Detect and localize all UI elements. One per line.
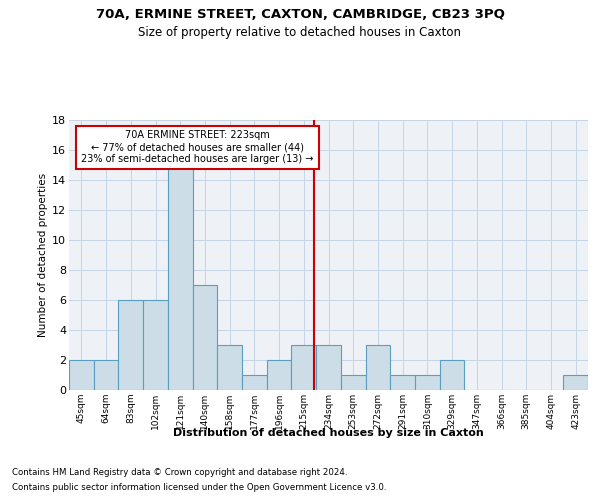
Text: Contains public sector information licensed under the Open Government Licence v3: Contains public sector information licen… <box>12 483 386 492</box>
Bar <box>242 375 267 390</box>
Bar <box>94 360 118 390</box>
Text: 70A ERMINE STREET: 223sqm
← 77% of detached houses are smaller (44)
23% of semi-: 70A ERMINE STREET: 223sqm ← 77% of detac… <box>82 130 314 164</box>
Bar <box>193 285 217 390</box>
Bar <box>168 165 193 390</box>
Bar <box>440 360 464 390</box>
Bar <box>316 345 341 390</box>
Bar <box>267 360 292 390</box>
Bar <box>292 345 316 390</box>
Bar <box>341 375 365 390</box>
Bar <box>69 360 94 390</box>
Y-axis label: Number of detached properties: Number of detached properties <box>38 173 48 337</box>
Text: 70A, ERMINE STREET, CAXTON, CAMBRIDGE, CB23 3PQ: 70A, ERMINE STREET, CAXTON, CAMBRIDGE, C… <box>95 8 505 20</box>
Bar <box>390 375 415 390</box>
Text: Contains HM Land Registry data © Crown copyright and database right 2024.: Contains HM Land Registry data © Crown c… <box>12 468 347 477</box>
Bar <box>143 300 168 390</box>
Bar <box>118 300 143 390</box>
Text: Size of property relative to detached houses in Caxton: Size of property relative to detached ho… <box>139 26 461 39</box>
Bar <box>365 345 390 390</box>
Text: Distribution of detached houses by size in Caxton: Distribution of detached houses by size … <box>173 428 484 438</box>
Bar <box>217 345 242 390</box>
Bar <box>415 375 440 390</box>
Bar <box>563 375 588 390</box>
